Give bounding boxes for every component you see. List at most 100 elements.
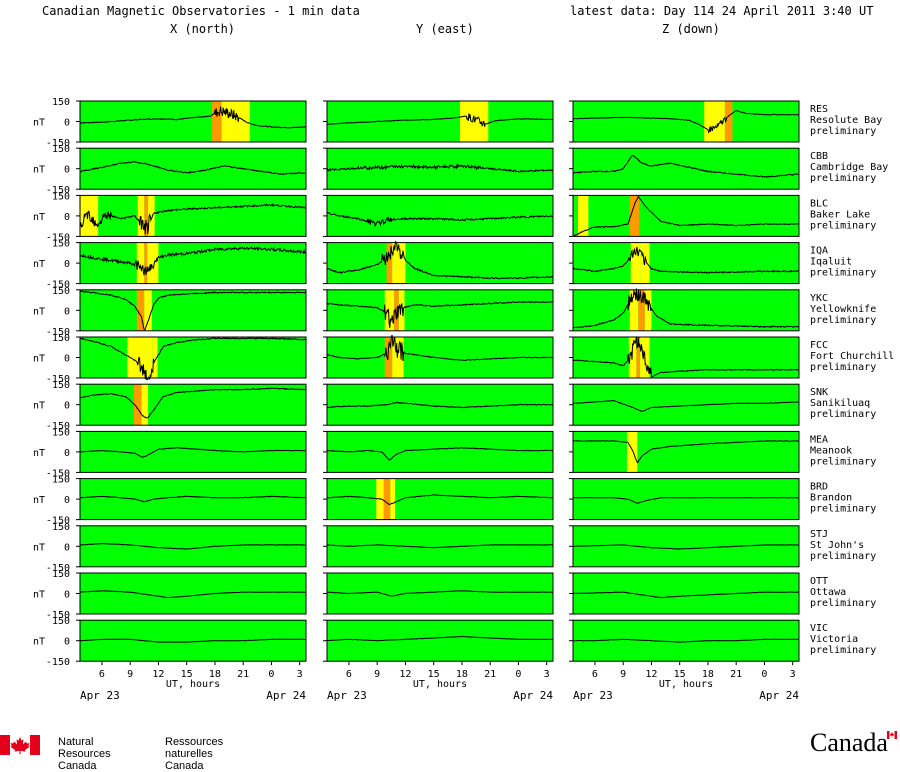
y-tick-label: 0 [64,118,70,129]
y-tick-label: 150 [52,569,70,580]
panel-background [573,195,799,237]
y-tick-label: 150 [52,144,70,155]
panel-frame [326,478,554,521]
magnetic-trace-line [79,590,307,599]
panel-background [80,337,306,378]
y-tick-label: 150 [52,427,70,438]
axis-unit-label: nT [33,165,45,176]
panel-background [80,195,306,237]
x-tick-label: 18 [702,669,714,680]
x-tick-label: 9 [620,669,626,680]
x-tick-label: 21 [484,669,496,680]
magnetic-trace-line [572,110,799,134]
panel-frame [79,572,307,615]
y-tick-label: -150 [46,468,70,479]
station-name: Ottawa [810,587,846,598]
axis-unit-label: nT [33,542,45,553]
activity-band [629,289,639,331]
station-name: Fort Churchill [810,351,894,362]
x-tick-label: 18 [209,669,221,680]
panel-background [80,478,306,520]
activity-band [141,384,149,426]
panel-frame [326,619,554,662]
panel-background [573,337,799,378]
axis-unit-label: nT [33,637,45,648]
activity-band [392,242,406,284]
panel-background [327,148,553,190]
panel-frame [572,100,800,143]
station-status: preliminary [810,173,876,184]
activity-band [626,431,638,473]
activity-band [636,337,641,378]
y-tick-label: 0 [64,495,70,506]
column-label-z: Z (down) [662,22,720,36]
y-tick-label: 0 [64,637,70,648]
magnetic-trace-line [572,399,799,413]
panel-background [327,195,553,237]
panel-background [327,242,553,284]
station-name: Meanook [810,445,852,456]
panel-background [573,573,799,614]
y-tick-label: -150 [46,327,70,338]
station-code: FCC [810,340,828,351]
panel-frame [572,242,800,285]
panel-frame [326,289,554,332]
y-tick-label: 150 [52,475,70,486]
station-status: preliminary [810,598,876,609]
activity-band [390,478,396,520]
activity-band [137,195,145,237]
panel-background [80,525,306,567]
y-tick-label: 0 [64,590,70,601]
panel-background [327,478,553,520]
y-tick-label: 150 [52,191,70,202]
panel-background [573,289,799,331]
magnetic-trace-line [572,195,800,238]
activity-band [638,289,645,331]
panel-frame [79,619,307,662]
y-tick-label: -150 [46,232,70,243]
station-code: SNK [810,387,828,398]
activity-band [398,289,405,331]
panel-frame [326,383,554,426]
y-tick-label: -150 [46,138,70,149]
panel-frame [326,242,554,285]
x-tick-label: 6 [99,669,105,680]
magnetic-trace-line [326,401,554,409]
panel-frame [326,525,554,568]
x-axis-label: UT, hours [413,679,467,690]
end-date-label: Apr 24 [266,689,306,702]
magnetic-trace-line [572,591,800,599]
station-code: OTT [810,576,828,587]
magnetic-trace-line [573,638,800,643]
panel-frame [79,383,307,426]
activity-band [147,242,159,284]
activity-band [136,242,145,284]
activity-band [144,195,149,237]
magnetic-trace-line [327,544,554,549]
x-tick-label: 9 [374,669,380,680]
activity-band [144,242,148,284]
magnetic-trace-line [80,495,306,503]
panel-background [80,573,306,614]
panel-background [327,573,553,614]
magnetic-trace-line [326,241,554,280]
station-code: BRD [810,482,828,493]
end-date-label: Apr 24 [759,689,799,702]
x-tick-label: 15 [428,669,440,680]
y-tick-label: 150 [52,239,70,250]
station-name: Sanikiluaq [810,398,870,409]
x-tick-label: 6 [346,669,352,680]
magnetic-trace-line [326,590,554,597]
station-code: YKC [810,293,828,304]
panel-frame [326,336,554,379]
y-tick-label: 150 [52,333,70,344]
start-date-label: Apr 23 [80,689,120,702]
panel-frame [79,478,307,521]
panel-background [573,431,799,473]
y-tick-label: 150 [52,97,70,108]
x-tick-label: 0 [761,669,767,680]
panel-background [80,101,306,142]
magnetic-trace-line [572,544,800,550]
activity-band [394,289,399,331]
magnetic-trace-line [80,446,306,458]
